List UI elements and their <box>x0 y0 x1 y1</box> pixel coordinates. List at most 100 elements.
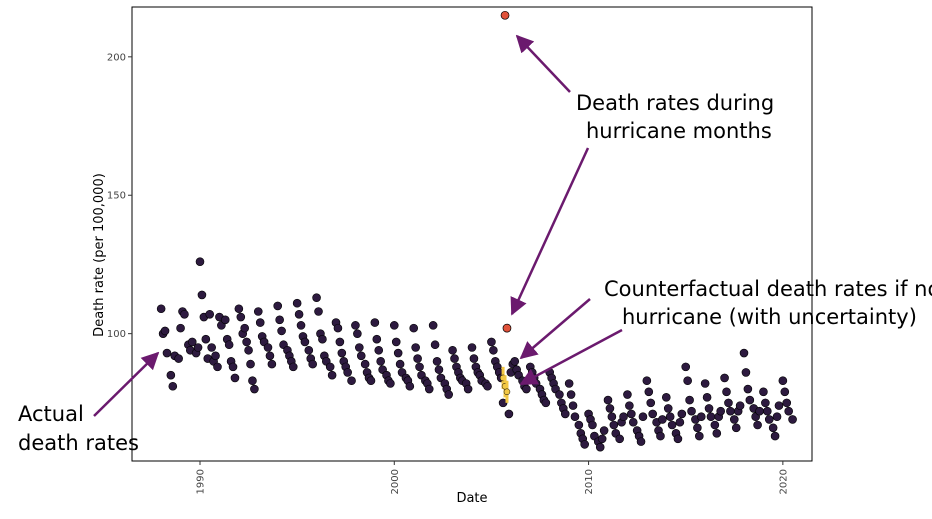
data-point-actual <box>595 442 605 452</box>
data-point-actual <box>636 437 646 446</box>
data-point-actual <box>706 412 716 422</box>
data-point-actual <box>607 412 617 422</box>
data-point-actual <box>656 431 665 441</box>
data-point-actual <box>228 362 238 372</box>
data-point-actual <box>560 409 570 419</box>
data-point-actual <box>625 401 634 410</box>
data-point-actual <box>774 401 784 410</box>
data-point-actual <box>702 393 712 402</box>
actual-arrow <box>93 351 160 417</box>
data-point-actual <box>729 415 739 424</box>
data-point-actual <box>504 409 514 419</box>
y-axis: 100 150 200 <box>107 52 132 340</box>
data-point-actual <box>234 304 244 314</box>
data-point-actual <box>700 379 710 388</box>
data-point-actual <box>696 412 706 422</box>
counterfactual-arrow-right <box>519 328 623 386</box>
data-point-actual <box>673 434 683 444</box>
data-point-actual <box>337 348 347 358</box>
data-point-actual <box>693 423 702 433</box>
data-point-actual <box>318 334 327 344</box>
data-point-actual <box>288 362 298 372</box>
data-point-actual <box>430 340 440 350</box>
data-point-actual <box>314 307 323 316</box>
data-point-actual <box>704 404 714 413</box>
data-point-actual <box>333 323 343 333</box>
data-point-actual <box>355 343 364 352</box>
data-point-actual <box>347 376 356 386</box>
data-point-actual <box>685 395 694 405</box>
data-point-actual <box>628 417 638 427</box>
data-point-actual <box>483 381 492 391</box>
data-point-actual <box>615 434 624 444</box>
data-point-actual <box>580 440 589 449</box>
data-point-actual <box>574 420 584 430</box>
data-point-actual <box>300 337 310 347</box>
data-point-actual <box>487 337 496 347</box>
data-point-actual <box>356 351 366 361</box>
data-point-hurricane <box>502 323 512 333</box>
data-point-actual <box>646 398 656 408</box>
data-point-actual <box>244 345 253 355</box>
data-point-actual <box>661 393 671 402</box>
data-point-actual <box>389 321 399 330</box>
data-point-actual <box>201 334 211 344</box>
data-point-actual <box>663 404 673 413</box>
data-point-actual <box>605 404 615 413</box>
data-point-actual <box>242 337 251 347</box>
data-point-actual <box>755 406 764 416</box>
annotation-counterfactual-line-1: Counterfactual death rates if no <box>604 277 932 301</box>
data-point-actual <box>391 337 401 347</box>
data-point-actual <box>759 387 768 397</box>
annotation-hurricane-months-line-2: hurricane months <box>586 119 772 143</box>
data-point-actual <box>716 406 725 416</box>
data-point-actual <box>434 365 444 374</box>
data-point-actual <box>292 298 302 308</box>
data-point-actual <box>588 420 597 430</box>
data-point-actual <box>195 257 205 266</box>
data-point-actual <box>168 381 178 391</box>
data-point-actual <box>566 390 576 399</box>
data-point-actual <box>405 381 415 391</box>
data-point-actual <box>304 345 314 355</box>
annotation-actual-line-2: death rates <box>18 431 139 455</box>
data-point-actual <box>623 390 632 399</box>
data-point-actual <box>541 398 551 408</box>
data-point-actual <box>376 357 385 366</box>
data-point-actual <box>778 376 788 386</box>
data-point-actual <box>489 345 498 355</box>
data-point-actual <box>366 376 376 386</box>
hurricane-arrow-bottom <box>510 147 590 316</box>
x-axis: 1990 2000 2010 2020 <box>196 461 789 494</box>
x-tick-label: 2000 <box>390 469 401 494</box>
data-point-actual <box>213 362 222 372</box>
data-point-actual <box>325 362 335 372</box>
data-point-actual <box>275 315 284 325</box>
data-point-actual <box>312 293 321 302</box>
data-point-actual <box>638 412 648 422</box>
x-axis-title: Date <box>456 491 487 506</box>
data-point-actual <box>174 354 183 363</box>
data-point-actual <box>327 370 337 380</box>
data-point-actual <box>741 368 751 377</box>
data-point-actual <box>772 412 782 422</box>
y-tick-label: 200 <box>107 52 126 63</box>
data-point-actual <box>675 417 685 427</box>
data-point-actual <box>424 384 434 394</box>
data-point-actual <box>735 401 745 410</box>
data-point-actual <box>294 309 304 319</box>
counterfactual-arrow-left <box>519 298 591 360</box>
annotation-counterfactual-line-2: hurricane (with uncertainty) <box>622 305 917 329</box>
data-point-actual <box>166 370 176 380</box>
data-point-actual <box>780 387 790 397</box>
data-points <box>156 10 797 452</box>
data-point-actual <box>448 345 457 355</box>
data-point-actual <box>745 395 755 405</box>
data-point-actual <box>753 420 762 430</box>
data-point-actual <box>207 343 216 352</box>
data-point-actual <box>277 326 286 336</box>
data-point-actual <box>224 340 234 350</box>
x-tick-label: 2020 <box>778 469 789 494</box>
data-point-actual <box>236 312 246 322</box>
data-point-actual <box>568 401 578 410</box>
